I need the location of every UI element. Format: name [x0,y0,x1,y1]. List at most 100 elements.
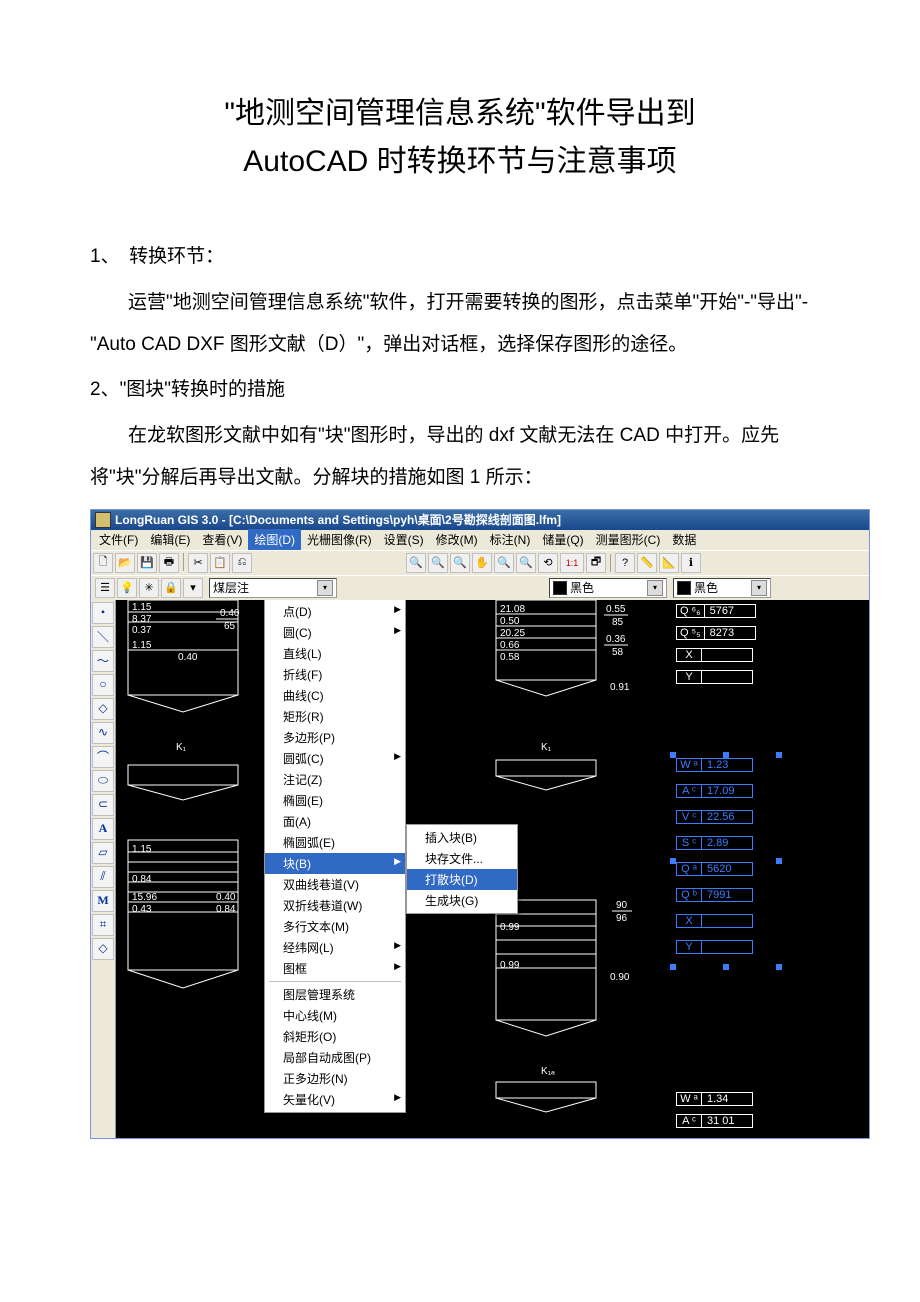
chevron-down-icon[interactable]: ▾ [751,580,767,596]
svg-text:20.25: 20.25 [500,628,525,639]
selection-handle[interactable] [776,964,782,970]
toolbar2-btn-2[interactable]: ✳ [139,578,159,598]
left-tool-5[interactable]: ∿ [92,722,114,744]
layer-combo[interactable]: 煤层注 ▾ [209,578,337,598]
toolbar-right-btn-7[interactable]: 1:1 [560,553,584,573]
draw-menu-item-22[interactable]: 局部自动成图(P) [265,1047,405,1068]
draw-menu-item-17[interactable]: 图框▶ [265,958,405,979]
toolbar-right-btn-8[interactable]: 🗗 [586,553,606,573]
menu-item-4[interactable]: 光栅图像(R) [301,529,378,550]
block-submenu-item-1[interactable]: 块存文件... [407,848,517,869]
block-submenu-item-2[interactable]: 打散块(D) [407,869,517,890]
toolbar-btn-5[interactable]: ✂ [188,553,208,573]
toolbar-btn-0[interactable]: 🗋 [93,553,113,573]
draw-menu-item-16[interactable]: 经纬网(L)▶ [265,937,405,958]
menu-item-3[interactable]: 绘图(D) [248,529,301,550]
toolbar-right-btn-12[interactable]: 📐 [659,553,679,573]
draw-menu-item-10[interactable]: 面(A) [265,811,405,832]
chevron-down-icon[interactable]: ▾ [647,580,663,596]
left-tool-8[interactable]: ⊂ [92,794,114,816]
toolbar-right-btn-6[interactable]: ⟲ [538,553,558,573]
toolbar-right-btn-5[interactable]: 🔍 [516,553,536,573]
svg-text:0.66: 0.66 [500,640,520,651]
menu-item-2[interactable]: 查看(V) [196,529,248,550]
value-pair: Y [676,670,753,684]
chevron-down-icon[interactable]: ▾ [317,580,333,596]
toolbar-right-btn-4[interactable]: 🔍 [494,553,514,573]
draw-menu-item-6[interactable]: 多边形(P) [265,727,405,748]
left-tool-13[interactable]: ⌗ [92,914,114,936]
color-combo-1[interactable]: 黑色 ▾ [549,578,667,598]
toolbar-btn-3[interactable]: 🖶 [159,553,179,573]
draw-menu-item-21[interactable]: 斜矩形(O) [265,1026,405,1047]
toolbar2-btn-1[interactable]: 💡 [117,578,137,598]
menu-item-10[interactable]: 数据 [666,529,702,550]
draw-menu-item-9[interactable]: 椭圆(E) [265,790,405,811]
toolbar-right-btn-2[interactable]: 🔍 [450,553,470,573]
selection-handle[interactable] [776,752,782,758]
toolbar-right-btn-1[interactable]: 🔍 [428,553,448,573]
draw-menu-item-23[interactable]: 正多边形(N) [265,1068,405,1089]
draw-menu-item-13[interactable]: 双曲线巷道(V) [265,874,405,895]
toolbar-btn-7[interactable]: ⎌ [232,553,252,573]
draw-menu-item-2[interactable]: 直线(L) [265,643,405,664]
selection-handle[interactable] [670,752,676,758]
menu-item-9[interactable]: 测量图形(C) [590,529,667,550]
draw-menu-dropdown[interactable]: 点(D)▶圆(C)▶直线(L)折线(F)曲线(C)矩形(R)多边形(P)圆弧(C… [264,600,406,1113]
left-tool-9[interactable]: A [92,818,114,840]
left-tool-12[interactable]: M [92,890,114,912]
toolbar-btn-6[interactable]: 📋 [210,553,230,573]
selection-handle[interactable] [723,752,729,758]
left-tool-0[interactable]: • [92,602,114,624]
draw-menu-item-8[interactable]: 注记(Z) [265,769,405,790]
toolbar-right-btn-11[interactable]: 📏 [637,553,657,573]
toolbar2-btn-3[interactable]: 🔒 [161,578,181,598]
selection-handle[interactable] [670,964,676,970]
draw-menu-item-19[interactable]: 图层管理系统 [265,984,405,1005]
menu-item-0[interactable]: 文件(F) [93,529,144,550]
block-submenu-item-0[interactable]: 插入块(B) [407,827,517,848]
draw-menu-item-14[interactable]: 双折线巷道(W) [265,895,405,916]
menu-item-7[interactable]: 标注(N) [484,529,537,550]
draw-menu-item-0[interactable]: 点(D)▶ [265,601,405,622]
block-submenu-item-3[interactable]: 生成块(G) [407,890,517,911]
menu-item-6[interactable]: 修改(M) [430,529,484,550]
menu-item-1[interactable]: 编辑(E) [144,529,196,550]
toolbar-right-btn-13[interactable]: ℹ [681,553,701,573]
svg-text:8.37: 8.37 [132,614,152,625]
toolbar-btn-2[interactable]: 💾 [137,553,157,573]
draw-menu-item-1[interactable]: 圆(C)▶ [265,622,405,643]
draw-menu-item-7[interactable]: 圆弧(C)▶ [265,748,405,769]
left-tool-7[interactable]: ⬭ [92,770,114,792]
selection-handle[interactable] [776,858,782,864]
draw-menu-item-12[interactable]: 块(B)▶ [265,853,405,874]
toolbar-right-btn-0[interactable]: 🔍 [406,553,426,573]
left-tool-4[interactable]: ◇ [92,698,114,720]
toolbar-right-btn-3[interactable]: ✋ [472,553,492,573]
menubar[interactable]: 文件(F)编辑(E)查看(V)绘图(D)光栅图像(R)设置(S)修改(M)标注(… [91,530,869,550]
toolbar-right-btn-10[interactable]: ? [615,553,635,573]
draw-menu-item-3[interactable]: 折线(F) [265,664,405,685]
selection-handle[interactable] [723,964,729,970]
draw-menu-item-20[interactable]: 中心线(M) [265,1005,405,1026]
block-submenu[interactable]: 插入块(B)块存文件...打散块(D)生成块(G) [406,824,518,914]
toolbar2-btn-4[interactable]: ▾ [183,578,203,598]
left-tool-2[interactable]: ～ [92,650,114,672]
draw-menu-item-24[interactable]: 矢量化(V)▶ [265,1089,405,1110]
menu-item-8[interactable]: 储量(Q) [536,529,589,550]
draw-menu-item-11[interactable]: 椭圆弧(E) [265,832,405,853]
draw-menu-item-15[interactable]: 多行文本(M) [265,916,405,937]
draw-menu-item-5[interactable]: 矩形(R) [265,706,405,727]
toolbar-btn-1[interactable]: 📂 [115,553,135,573]
left-tool-11[interactable]: ⫽ [92,866,114,888]
left-tool-3[interactable]: ○ [92,674,114,696]
color-combo-2[interactable]: 黑色 ▾ [673,578,771,598]
toolbar2-btn-0[interactable]: ☰ [95,578,115,598]
selection-handle[interactable] [670,858,676,864]
left-tool-6[interactable]: ⌒ [92,746,114,768]
draw-menu-item-4[interactable]: 曲线(C) [265,685,405,706]
left-tool-14[interactable]: ◇ [92,938,114,960]
menu-item-5[interactable]: 设置(S) [378,529,430,550]
left-tool-10[interactable]: ▱ [92,842,114,864]
left-tool-1[interactable]: ＼ [92,626,114,648]
